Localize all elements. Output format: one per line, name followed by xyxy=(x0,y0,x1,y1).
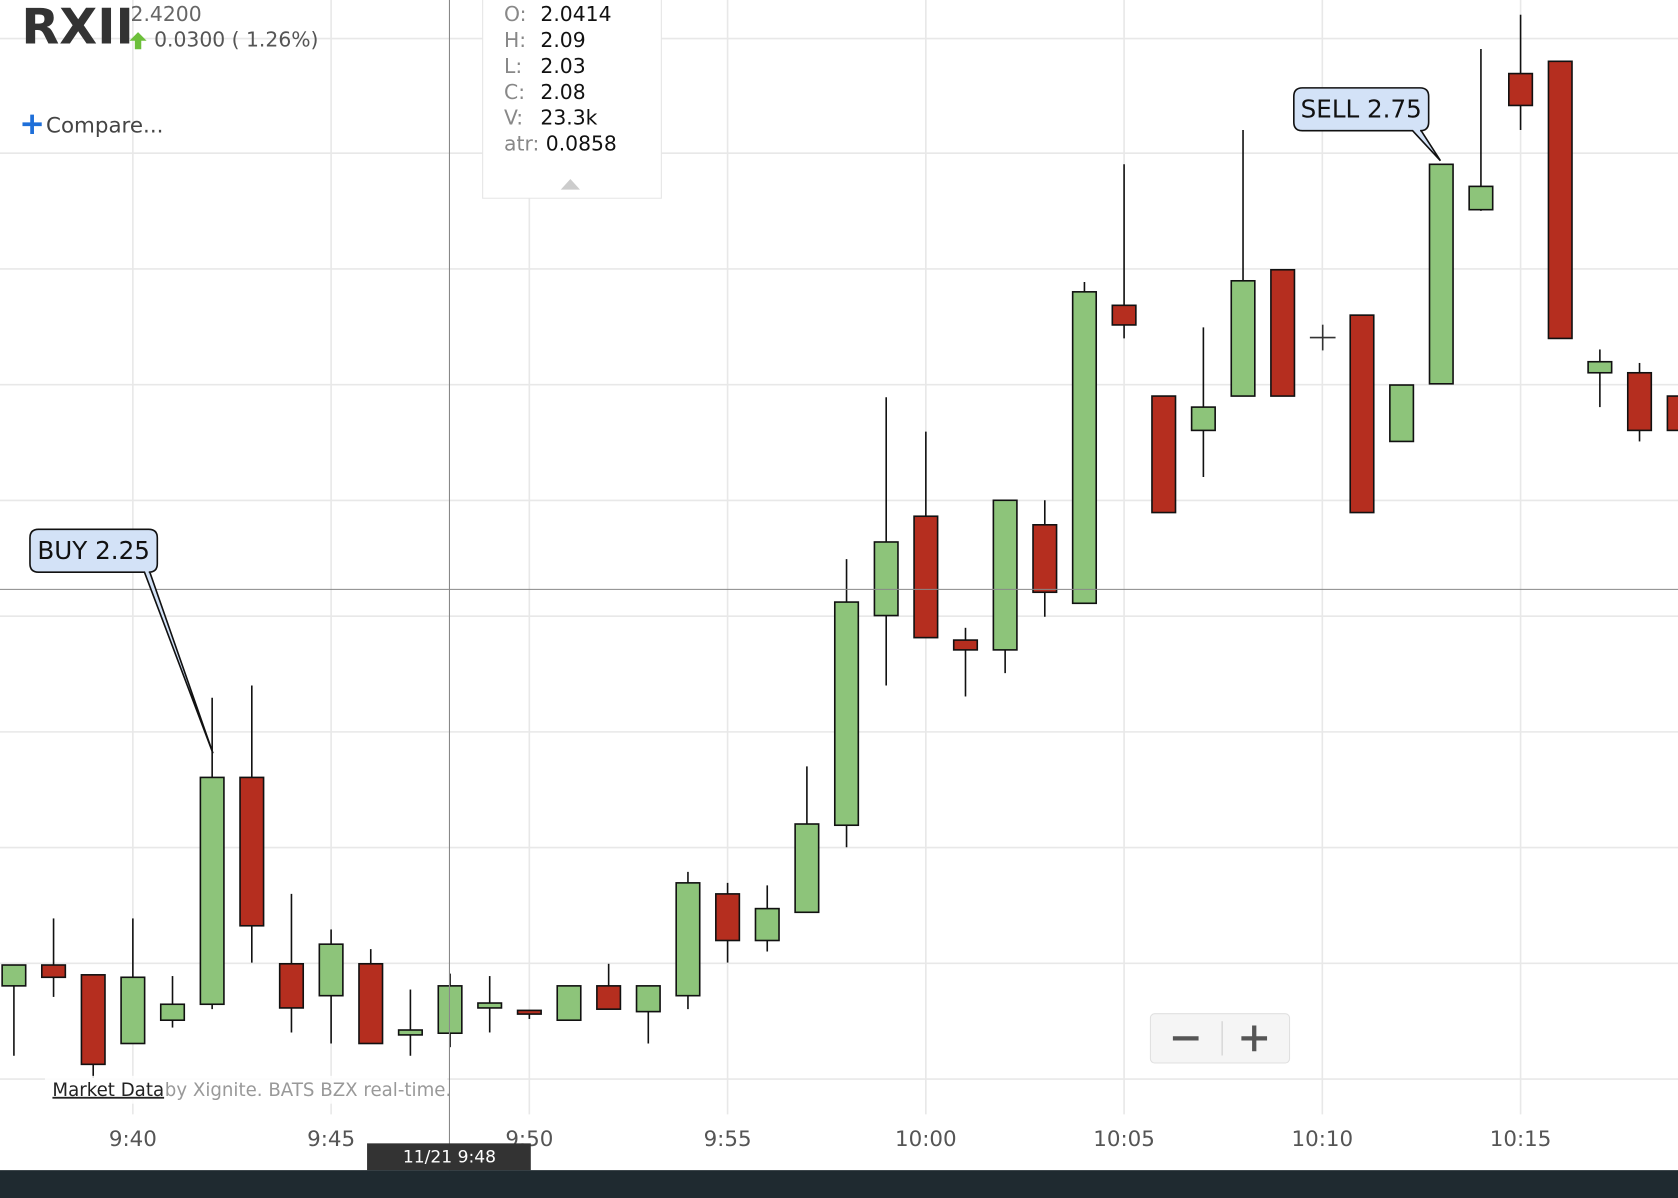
candle-body xyxy=(1428,163,1454,385)
candle-body xyxy=(318,943,344,997)
candle-body xyxy=(477,1002,503,1009)
tooltip-value: 0.0858 xyxy=(546,132,617,156)
callout-box xyxy=(29,528,214,754)
tooltip-label: V: xyxy=(504,106,523,130)
up-arrow xyxy=(129,32,147,50)
tooltip-value: 23.3k xyxy=(540,106,597,130)
x-tick-label: 9:40 xyxy=(109,1127,157,1152)
tooltip-value: 2.08 xyxy=(540,80,585,104)
candle-body xyxy=(1508,72,1534,107)
candle-body xyxy=(437,985,463,1035)
tooltip-value: 2.03 xyxy=(540,54,585,78)
candle-body xyxy=(675,882,701,997)
tooltip-label: C: xyxy=(504,80,525,104)
zoom-controls xyxy=(1149,1013,1291,1064)
candle-body xyxy=(596,985,622,1010)
candle-body xyxy=(80,974,106,1066)
candle-body xyxy=(40,964,67,979)
change: 0.0300 ( 1.26%) xyxy=(154,28,318,52)
tooltip-value: 2.0414 xyxy=(540,2,611,26)
candle-body xyxy=(1032,524,1058,594)
candles xyxy=(1,14,1678,1078)
cursor xyxy=(1309,324,1336,351)
x-tick-label: 9:55 xyxy=(704,1127,752,1152)
zoom-in[interactable] xyxy=(1241,1025,1268,1052)
candle-body xyxy=(1071,291,1098,605)
candle-body xyxy=(1349,314,1375,514)
candle-body xyxy=(794,823,820,914)
candle-body xyxy=(239,776,265,927)
x-tick-label: 10:05 xyxy=(1093,1127,1155,1152)
candle-body xyxy=(913,515,939,639)
candle-body xyxy=(1626,371,1653,432)
candle-body xyxy=(159,1003,186,1022)
candle-body xyxy=(1587,360,1613,374)
candle-body xyxy=(715,893,741,942)
compare-button[interactable]: Compare... xyxy=(22,113,163,138)
candle-body xyxy=(833,601,860,827)
candle-body xyxy=(516,1009,542,1015)
x-tick-label: 10:00 xyxy=(895,1127,957,1152)
x-tick-label: 10:15 xyxy=(1490,1127,1552,1152)
candle-body xyxy=(1230,279,1256,397)
callout-text: BUY 2.25 xyxy=(37,536,149,565)
candle-body xyxy=(397,1029,423,1036)
x-tick-label: 9:45 xyxy=(307,1127,355,1152)
x-axis: 9:40 9:45 9:50 9:55 10:00 10:05 10:10 10:15 xyxy=(109,1127,1552,1152)
candle-body xyxy=(278,962,305,1009)
candle-body xyxy=(873,541,899,617)
plus-icon xyxy=(22,114,42,134)
zoom-box xyxy=(1149,1013,1291,1064)
candle-body xyxy=(1666,395,1678,432)
tooltip-label: H: xyxy=(504,28,526,52)
tooltip-label: atr: xyxy=(504,132,539,156)
candle-body xyxy=(1,964,27,987)
tooltip-label: L: xyxy=(504,54,522,78)
candle-body xyxy=(556,985,582,1022)
bottom-bar xyxy=(0,1170,1678,1198)
source-link[interactable]: Market Data xyxy=(52,1080,164,1101)
tooltip-box xyxy=(482,0,662,199)
candle-body xyxy=(754,907,780,942)
attribution-bg xyxy=(44,1075,448,1104)
callout-text: SELL 2.75 xyxy=(1301,94,1422,123)
candle-body xyxy=(992,499,1018,651)
candle-body xyxy=(1190,406,1216,432)
tooltip-value: 2.09 xyxy=(540,28,585,52)
callout-box xyxy=(1293,87,1442,162)
candle-body xyxy=(1151,395,1177,514)
tooltip-label: O: xyxy=(504,2,526,26)
candle-body xyxy=(120,976,146,1045)
candle-body xyxy=(199,776,225,1006)
tooltip-collapse[interactable] xyxy=(560,178,581,190)
candle-body xyxy=(1547,60,1573,340)
annotations: BUY 2.25 SELL 2.75 xyxy=(29,87,1442,754)
x-tick-label: 10:10 xyxy=(1292,1127,1354,1152)
price: 2.4200 xyxy=(131,2,202,26)
candle-body xyxy=(1270,268,1296,397)
source-text: by Xignite. BATS BZX real-time. xyxy=(165,1080,451,1101)
candle-body xyxy=(1389,384,1415,443)
candle-body xyxy=(1468,185,1494,211)
candle-body xyxy=(635,985,661,1013)
candle-body xyxy=(1111,304,1137,326)
ticker: RXII xyxy=(21,0,133,56)
crosshair-label: 11/21 9:48 xyxy=(403,1147,496,1167)
crosshair-label-bg xyxy=(367,1143,531,1171)
candle-body xyxy=(952,639,979,651)
compare-label[interactable]: Compare... xyxy=(46,113,163,138)
candle-body xyxy=(358,962,384,1045)
